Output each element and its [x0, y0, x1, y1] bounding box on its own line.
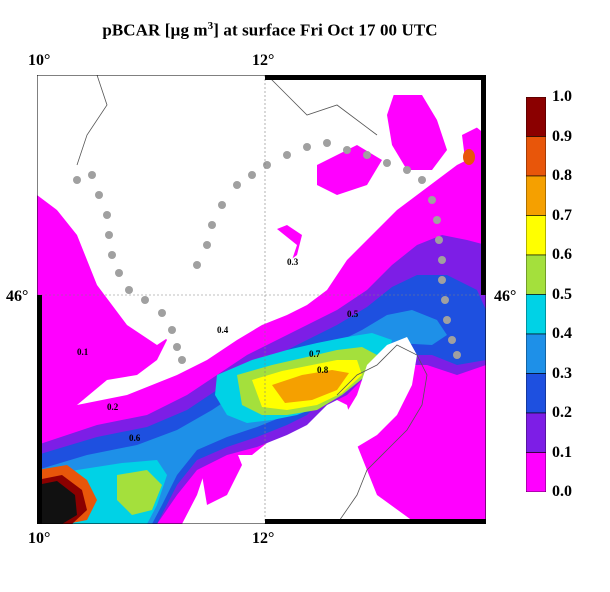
graticule — [37, 75, 486, 524]
map-title: pBCAR [µg m3] at surface Fri Oct 17 00 U… — [0, 20, 540, 41]
colorbar-band — [526, 175, 546, 216]
field-level-0-8 — [272, 370, 349, 403]
colorbar-level-label: 0.3 — [552, 364, 572, 382]
colorbar-level-label: 0.4 — [552, 325, 572, 342]
colorbar-band — [526, 452, 546, 492]
colorbar-band — [526, 254, 546, 295]
colorbar-level-label: 0.2 — [552, 404, 572, 421]
title-prefix: pBCAR [µg m — [102, 20, 208, 40]
title-suffix: ] at surface Fri Oct 17 00 UTC — [213, 20, 438, 40]
hotspot-bottom-left — [37, 465, 97, 524]
contour-label: 0.7 — [309, 349, 321, 359]
lon-label-top-left: 10° — [28, 52, 51, 69]
contour-label: 0.6 — [129, 433, 141, 443]
title-exponent: 3 — [207, 20, 214, 32]
colorbar-level-label: 0.9 — [552, 127, 572, 145]
map-border — [37, 75, 486, 524]
colorbar-level-label: 0.0 — [552, 483, 572, 500]
trajectory-dots — [73, 139, 461, 364]
coastline — [76, 75, 428, 524]
colorbar — [526, 97, 546, 492]
colorbar-level-label: 0.8 — [552, 167, 572, 184]
contour-label: 0.5 — [347, 309, 359, 319]
colorbar-band — [526, 294, 546, 335]
lat-label-right: 46° — [494, 288, 517, 305]
colorbar-level-label: 0.6 — [552, 246, 572, 263]
colorbar-band — [526, 97, 546, 137]
lon-label-bottom-right: 12° — [252, 530, 275, 547]
colorbar-band — [526, 333, 546, 374]
concentration-map: 0.1 0.2 0.3 0.4 0.5 0.6 0.7 0.8 — [37, 75, 486, 524]
colorbar-band — [526, 412, 546, 453]
lat-label-left: 46° — [6, 288, 29, 305]
contour-label: 0.8 — [317, 365, 329, 375]
colorbar-band — [526, 136, 546, 177]
contour-labels: 0.1 0.2 0.3 0.4 0.5 0.6 0.7 0.8 — [77, 257, 359, 443]
water-bodies — [37, 75, 486, 450]
contour-label: 0.3 — [287, 257, 299, 267]
colorbar-band — [526, 373, 546, 414]
colorbar-level-label: 0.5 — [552, 285, 572, 303]
lon-label-top-right: 12° — [252, 52, 275, 69]
contour-label: 0.4 — [217, 325, 229, 335]
contour-label: 0.1 — [77, 347, 89, 357]
contour-label: 0.2 — [107, 402, 119, 412]
lon-label-bottom-left: 10° — [28, 530, 51, 547]
colorbar-band — [526, 215, 546, 256]
colorbar-level-label: 0.7 — [552, 206, 572, 224]
colorbar-level-label: 1.0 — [552, 88, 572, 105]
colorbar-level-label: 0.1 — [552, 443, 572, 461]
